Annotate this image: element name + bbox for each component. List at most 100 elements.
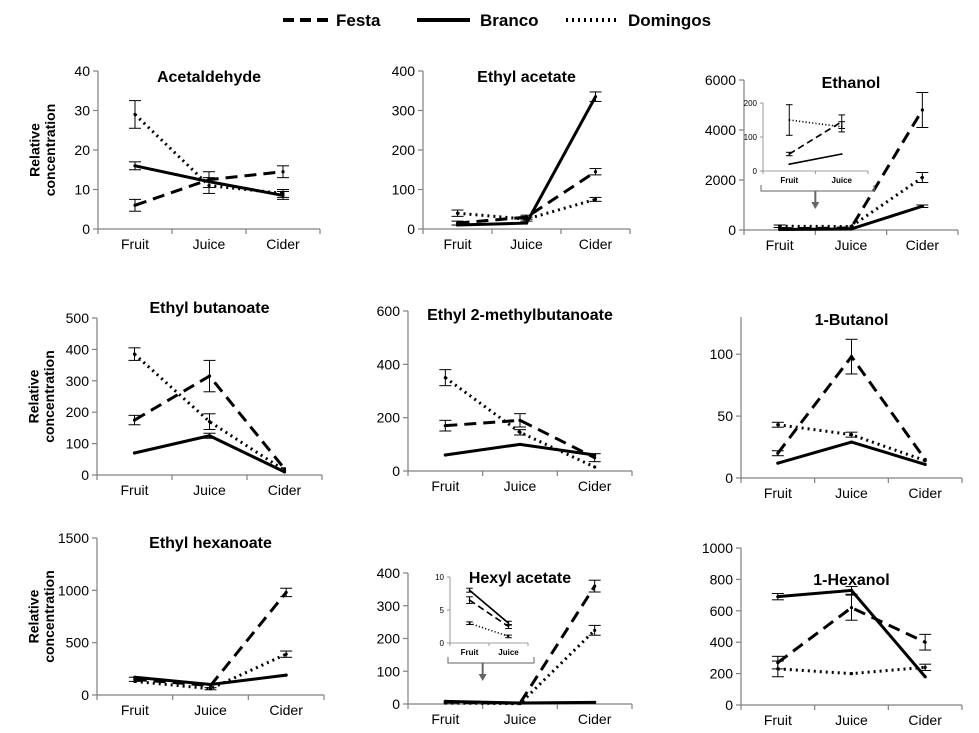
panel-ethyl-hexanoate-series-festa <box>134 591 288 688</box>
panel-ethanol-inset-series-domingos <box>789 119 842 128</box>
panel-acetaldehyde-y-axis-label: Relativeconcentration <box>27 104 58 197</box>
panel-acetaldehyde: 0 10 20 30 40 Fruit Juice Cider Acetaldehyde Rela… <box>27 63 321 252</box>
panel-ethyl-2-methylbutanoate-point-branco <box>593 453 597 457</box>
panel-1-hexanol-point-domingos <box>849 672 854 676</box>
panel-acetaldehyde-y-tick-label: 20 <box>74 142 90 158</box>
panel-ethyl-acetate-y-tick-label: 400 <box>392 63 416 79</box>
panel-ethanol-y-tick-label: 0 <box>728 222 736 238</box>
panel-ethyl-acetate-x-tick-label-cider: Cider <box>579 236 613 252</box>
panel-acetaldehyde-x-tick-label-fruit: Fruit <box>121 236 149 252</box>
panel-ethanol-inset-point-branco <box>788 163 791 166</box>
panel-hexyl-acetate-inset-x-tick-label-juice: Juice <box>498 648 519 657</box>
panel-ethyl-hexanoate-y-tick-label: 1000 <box>58 582 89 598</box>
panel-hexyl-acetate-title: Hexyl acetate <box>469 570 571 587</box>
panel-ethanol-title: Ethanol <box>822 75 881 92</box>
panel-acetaldehyde-y-tick-label: 30 <box>74 103 90 119</box>
panel-1-hexanol-y-tick-label: 0 <box>725 697 733 713</box>
panel-ethyl-2-methylbutanoate-x-tick-label-fruit: Fruit <box>431 478 459 494</box>
panel-ethanol-x-tick-label-cider: Cider <box>906 237 940 253</box>
panel-ethyl-2-methylbutanoate-point-branco <box>443 453 447 457</box>
panel-ethyl-butanoate-y-axis-label: Relativeconcentration <box>26 350 57 443</box>
panel-ethanol-inset-arrow-head <box>811 202 820 209</box>
panel-ethanol-inset-x-tick-label-juice: Juice <box>832 176 853 185</box>
panel-hexyl-acetate-series-domingos <box>445 629 596 706</box>
panel-ethyl-butanoate-y-tick-label: 200 <box>66 404 90 420</box>
panel-1-butanol-point-branco <box>776 461 780 465</box>
panel-ethyl-hexanoate: 0 500 1000 1500 Fruit Juice Cider Ethyl hexanoa… <box>26 530 325 718</box>
panel-ethyl-hexanoate-point-branco <box>284 673 288 677</box>
panel-ethanol-inset-y-tick-label: 200 <box>744 99 758 108</box>
panel-ethyl-hexanoate-point-domingos <box>133 679 137 683</box>
panel-ethyl-butanoate-y-axis-label-line: concentration <box>41 350 57 443</box>
panel-ethyl-2-methylbutanoate-series-festa <box>445 418 596 460</box>
panel-ethanol-inset-bracket <box>760 185 875 192</box>
panel-ethanol-series-festa <box>779 109 924 231</box>
panel-ethyl-2-methylbutanoate-title: Ethyl 2-methylbutanoate <box>427 307 613 324</box>
panel-ethyl-acetate-y-tick-label: 0 <box>407 221 415 237</box>
panel-1-butanol-series-domingos <box>777 423 926 463</box>
panel-hexyl-acetate-point-domingos <box>443 701 447 705</box>
panel-1-butanol: 0 50 100 Fruit Juice Cider 1-Butanol <box>710 312 963 501</box>
panel-1-hexanol-y-tick-label: 600 <box>710 603 734 619</box>
panel-1-butanol-y-tick-label: 100 <box>710 346 734 362</box>
panel-hexyl-acetate-y-tick-label: 300 <box>377 598 401 614</box>
panel-ethyl-butanoate-y-axis-label-line: Relative <box>26 369 42 423</box>
panel-1-butanol-point-branco <box>923 462 927 466</box>
panel-hexyl-acetate-inset-series-festa <box>469 599 509 628</box>
panel-hexyl-acetate-inset-x-tick-label-fruit: Fruit <box>461 648 479 657</box>
panel-ethyl-hexanoate-x-tick-label-cider: Cider <box>269 702 303 718</box>
panel-ethyl-butanoate-series-branco <box>134 434 286 474</box>
legend: Festa Branco Domingos <box>283 11 711 30</box>
panel-hexyl-acetate-inset-bracket <box>447 657 535 664</box>
panel-hexyl-acetate-y-tick-label: 400 <box>377 565 401 581</box>
panel-ethyl-hexanoate-y-tick-label: 0 <box>81 687 89 703</box>
panel-hexyl-acetate-x-tick-label-cider: Cider <box>578 711 612 727</box>
panel-ethyl-hexanoate-point-branco <box>208 682 213 687</box>
panel-ethyl-butanoate-y-tick-label: 300 <box>66 373 90 389</box>
panel-acetaldehyde-y-tick-label: 40 <box>74 63 90 79</box>
panel-1-hexanol-x-tick-label-fruit: Fruit <box>764 712 792 728</box>
panel-hexyl-acetate-y-tick-label: 0 <box>392 696 400 712</box>
legend-label-festa: Festa <box>336 11 381 30</box>
panel-ethyl-acetate: 0 100 200 300 400 Fruit Juice Cider Ethyl acetat… <box>392 63 631 252</box>
panel-ethanol-inset-series-branco <box>789 153 842 166</box>
panel-hexyl-acetate-inset-series-domingos <box>469 622 509 638</box>
panel-ethanol-x-tick-label-juice: Juice <box>835 237 868 253</box>
panel-1-hexanol-y-tick-label: 400 <box>710 634 734 650</box>
panel-1-hexanol: 0 200 400 600 800 1000 Fruit Juice Cider 1-Hexano… <box>702 540 963 728</box>
panel-acetaldehyde-y-axis-label-line: Relative <box>27 123 43 177</box>
panel-ethyl-hexanoate-x-tick-label-juice: Juice <box>194 702 227 718</box>
panel-ethyl-acetate-title: Ethyl acetate <box>477 69 576 86</box>
legend-label-domingos: Domingos <box>628 11 711 30</box>
panel-ethyl-butanoate: 0 100 200 300 400 500 Fruit Juice Cider Ethyl but… <box>26 300 323 498</box>
panel-acetaldehyde-title: Acetaldehyde <box>157 69 261 86</box>
panel-ethanol-inset-y-tick-label: 100 <box>744 133 758 142</box>
panel-ethyl-2-methylbutanoate-y-tick-label: 400 <box>377 356 401 372</box>
panel-ethyl-2-methylbutanoate-y-tick-label: 200 <box>377 410 401 426</box>
panel-ethyl-2-methylbutanoate-series-domingos <box>444 376 596 469</box>
panel-ethyl-2-methylbutanoate: 0 200 400 600 Fruit Juice Cider Ethyl 2-methylb… <box>377 303 633 494</box>
panel-ethyl-acetate-y-tick-label: 200 <box>392 142 416 158</box>
panel-ethyl-butanoate-x-tick-label-juice: Juice <box>193 482 226 498</box>
panel-ethyl-hexanoate-title: Ethyl hexanoate <box>149 535 272 552</box>
panel-ethyl-2-methylbutanoate-x-tick-label-cider: Cider <box>578 478 612 494</box>
panel-ethanol-inset-series-festa <box>788 120 843 155</box>
panel-acetaldehyde-x-tick-label-cider: Cider <box>266 236 300 252</box>
panel-hexyl-acetate-x-tick-label-fruit: Fruit <box>431 711 459 727</box>
panel-ethyl-hexanoate-y-tick-label: 1500 <box>58 530 89 546</box>
panel-ethyl-butanoate-x-tick-label-cider: Cider <box>268 482 302 498</box>
panel-hexyl-acetate-inset-y-tick-label: 10 <box>435 573 444 582</box>
panel-hexyl-acetate-inset-y-tick-label: 0 <box>440 639 445 648</box>
panel-ethyl-butanoate-title: Ethyl butanoate <box>149 300 269 317</box>
panel-ethyl-acetate-x-tick-label-juice: Juice <box>510 236 543 252</box>
panel-ethyl-acetate-point-branco <box>455 223 460 227</box>
panel-ethyl-2-methylbutanoate-y-tick-label: 0 <box>392 463 400 479</box>
panel-ethyl-acetate-x-tick-label-fruit: Fruit <box>444 236 472 252</box>
legend-label-branco: Branco <box>480 11 539 30</box>
panel-hexyl-acetate-y-tick-label: 200 <box>377 631 401 647</box>
panel-ethanol-point-branco <box>849 227 853 231</box>
panel-ethyl-hexanoate-y-tick-label: 500 <box>66 635 90 651</box>
panel-1-hexanol-title: 1-Hexanol <box>813 572 889 589</box>
